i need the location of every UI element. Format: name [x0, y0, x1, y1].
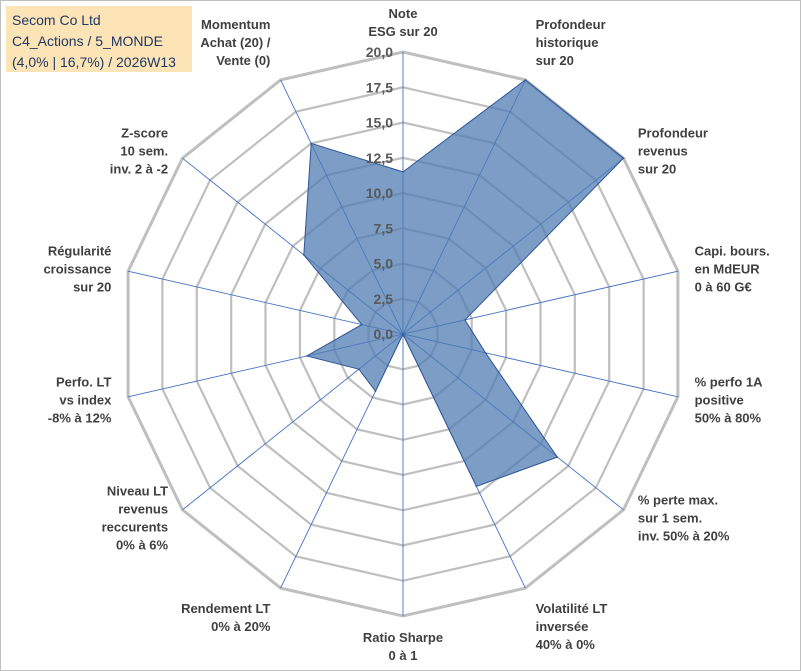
tick-label: 2,5	[374, 291, 394, 307]
axis-label-line: 0% à 6%	[116, 537, 168, 552]
axis-label-line: sur 20	[536, 53, 574, 68]
axis-label-line: 10 sem.	[120, 144, 168, 159]
tick-label: 7,5	[374, 220, 394, 236]
axis-label-line: 0 à 1	[389, 648, 418, 663]
data-point	[556, 456, 559, 458]
data-point	[310, 142, 313, 145]
axis-label-line: 50% à 80%	[695, 410, 762, 425]
axis-label: Profondeur revenus sur 20	[638, 126, 708, 177]
data-point	[475, 485, 478, 488]
axis-label-line: positive	[695, 392, 744, 407]
axis-label-line: 0 à 60 G€	[695, 280, 752, 295]
axis-label-line: ESG sur 20	[368, 24, 437, 39]
chart-title-box: Secom Co Ltd C4_Actions / 5_MONDE (4,0% …	[6, 6, 192, 72]
data-point	[464, 319, 466, 321]
axis-label: Note ESG sur 20	[368, 6, 437, 39]
data-point	[402, 333, 404, 335]
axis-label-line: Note	[389, 6, 418, 21]
axis-label-line: sur 1 sem.	[638, 510, 702, 525]
axis-label-line: croissance	[43, 262, 111, 277]
axis-label-line: % perte max.	[638, 492, 718, 507]
axis-label-line: inv. 2 à -2	[110, 162, 168, 177]
tick-label: 12,5	[366, 150, 393, 166]
axis-label-line: Rendement LT	[181, 601, 270, 616]
axis-label: Perfo. LT vs index -8% à 12%	[48, 374, 112, 425]
axis-label-line: Profondeur	[536, 17, 606, 32]
data-point	[484, 352, 487, 354]
axis-label: Capi. bours. en MdEUR 0 à 60 G€	[695, 244, 770, 295]
data-point	[622, 157, 625, 159]
axis-label-line: vs index	[59, 392, 112, 407]
axis-label-line: revenus	[118, 501, 168, 516]
radar-series	[303, 79, 625, 488]
axis-label-line: revenus	[638, 144, 688, 159]
axis-label-line: Z-score	[121, 126, 168, 141]
tick-label: 17,5	[366, 79, 393, 95]
tick-label: 10,0	[366, 185, 393, 201]
tick-label: 0,0	[374, 326, 394, 342]
axis-label-line: Achat (20) /	[200, 35, 270, 50]
axis-label-line: en MdEUR	[695, 262, 761, 277]
axis-label-line: % perfo 1A	[695, 374, 764, 389]
axis-label: Rendement LT 0% à 20%	[181, 601, 271, 634]
axis-label-line: Régularité	[48, 244, 112, 259]
axis-label: % perfo 1A positive 50% à 80%	[695, 374, 764, 425]
data-point	[402, 171, 404, 173]
axis-labels: Note ESG sur 20 Profondeur historique sur 20…	[43, 6, 769, 663]
axis-label-line: sur 20	[638, 162, 676, 177]
axis-label-line: Vente (0)	[216, 53, 270, 68]
data-point	[524, 79, 527, 81]
axis-label-line: sur 20	[73, 280, 111, 295]
weights-period: (4,0% | 16,7%) / 2026W13	[12, 54, 176, 70]
axis-label-line: 40% à 0%	[536, 637, 596, 652]
data-point	[361, 323, 363, 326]
company-name: Secom Co Ltd	[12, 12, 101, 28]
axis-label: Niveau LT revenus reccurents 0% à 6%	[102, 483, 169, 552]
axis-label-line: inversée	[536, 619, 589, 634]
portfolio-name: C4_Actions / 5_MONDE	[12, 33, 163, 49]
radial-tick-labels: 0,0 2,5 5,0 7,5 10,0 12,5 15,0 17,5 20,0	[366, 44, 393, 342]
data-point	[303, 254, 305, 256]
axis-spoke	[127, 270, 404, 335]
axis-label-line: inv. 50% à 20%	[638, 528, 730, 543]
axis-label-line: Volatilité LT	[536, 601, 608, 616]
axis-label: Volatilité LT inversée 40% à 0%	[536, 601, 608, 652]
axis-label-line: Momentum	[201, 17, 270, 32]
axis-label-line: reccurents	[102, 519, 168, 534]
axis-label-line: Profondeur	[638, 126, 708, 141]
axis-label-line: Perfo. LT	[56, 374, 111, 389]
axis-label-line: Niveau LT	[107, 483, 168, 498]
tick-label: 20,0	[366, 44, 393, 60]
axis-label: Z-score 10 sem. inv. 2 à -2	[110, 126, 168, 177]
axis-label: Régularité croissance sur 20	[43, 244, 111, 295]
axis-label-line: Ratio Sharpe	[363, 630, 443, 645]
axis-label-line: -8% à 12%	[48, 410, 112, 425]
axis-label-line: 0% à 20%	[211, 619, 271, 634]
data-point	[374, 390, 377, 393]
axis-label: Momentum Achat (20) / Vente (0)	[200, 17, 270, 68]
axis-label-line: historique	[536, 35, 599, 50]
axis-label: Ratio Sharpe 0 à 1	[363, 630, 443, 663]
axis-label: % perte max. sur 1 sem. inv. 50% à 20%	[638, 492, 730, 543]
axis-label-line: Capi. bours.	[695, 244, 770, 259]
data-point	[306, 355, 308, 357]
tick-label: 5,0	[374, 256, 394, 272]
tick-label: 15,0	[366, 115, 393, 131]
axis-label: Profondeur historique sur 20	[536, 17, 606, 68]
data-point	[358, 368, 360, 371]
